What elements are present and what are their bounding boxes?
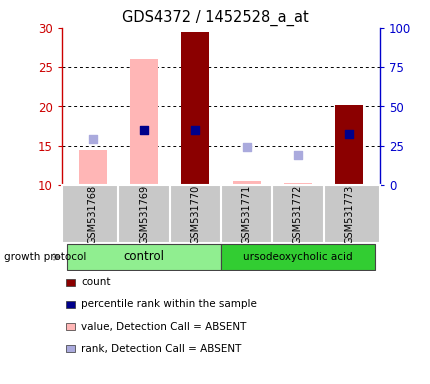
Text: GDS4372 / 1452528_a_at: GDS4372 / 1452528_a_at (122, 10, 308, 26)
Bar (79, 150, 107, 185)
Bar (67, 243, 221, 270)
Text: value, Detection Call = ABSENT: value, Detection Call = ABSENT (81, 322, 246, 332)
Text: percentile rank within the sample: percentile rank within the sample (81, 300, 256, 310)
Text: GSM531773: GSM531773 (344, 184, 353, 243)
Bar (283, 184, 311, 185)
Point (294, 152, 301, 158)
Text: growth protocol: growth protocol (4, 252, 86, 262)
Bar (232, 181, 260, 185)
Text: ursodeoxycholic acid: ursodeoxycholic acid (243, 252, 352, 262)
Text: GSM531769: GSM531769 (139, 184, 149, 243)
Text: GSM531772: GSM531772 (292, 184, 302, 244)
Bar (181, 32, 209, 185)
Text: count: count (81, 277, 111, 287)
Bar (335, 105, 362, 185)
Point (140, 127, 147, 133)
Bar (221, 243, 374, 270)
Text: control: control (123, 250, 164, 263)
Text: GSM531771: GSM531771 (241, 184, 251, 243)
Text: GSM531770: GSM531770 (190, 184, 200, 243)
Text: GSM531768: GSM531768 (88, 184, 98, 243)
Point (89, 136, 96, 142)
Point (191, 127, 198, 133)
Bar (130, 60, 158, 185)
Point (345, 131, 352, 137)
Point (243, 144, 249, 151)
Text: rank, Detection Call = ABSENT: rank, Detection Call = ABSENT (81, 344, 241, 354)
